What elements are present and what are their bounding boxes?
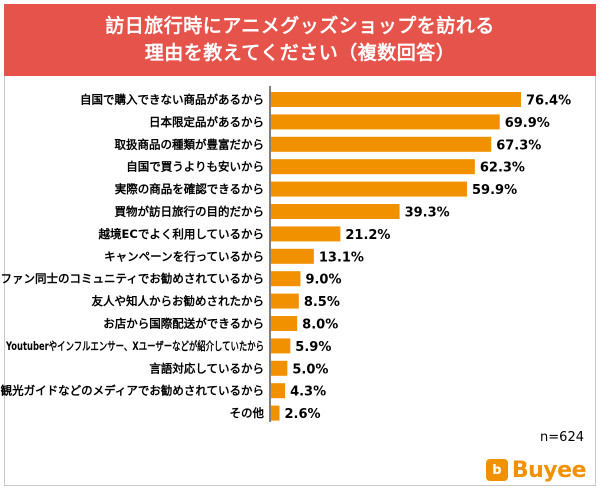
sample-size-label: n=624 — [540, 430, 584, 445]
category-label-4: 実際の商品を確認できるから — [115, 182, 264, 196]
bar-13 — [271, 383, 286, 399]
category-label-9: 友人や知人からお勧めされたから — [92, 294, 265, 308]
category-label-10: お店から国際配送ができるから — [103, 317, 264, 331]
category-label-12: 言語対応しているから — [149, 361, 264, 375]
value-label-6: 21.2% — [345, 228, 390, 243]
buyee-logo-icon: b — [485, 459, 508, 481]
value-label-8: 9.0% — [305, 273, 341, 288]
bar-9 — [271, 293, 299, 309]
bar-12 — [271, 360, 288, 376]
buyee-logo: b Buyee — [485, 456, 587, 484]
value-label-11: 5.9% — [295, 340, 331, 355]
bar-7 — [271, 248, 314, 264]
bar-4 — [271, 181, 468, 197]
category-label-3: 自国で買うよりも安いから — [126, 160, 264, 174]
value-label-1: 69.9% — [505, 116, 550, 131]
category-label-2: 取扱商品の種類が豊富だから — [115, 137, 265, 151]
bar-8 — [271, 271, 301, 287]
value-label-2: 67.3% — [496, 138, 541, 153]
category-label-7: キャンペーンを行っているから — [104, 249, 264, 263]
buyee-logo-text: Buyee — [511, 457, 587, 483]
bar-1 — [271, 114, 500, 130]
bar-2 — [271, 136, 492, 152]
category-label-8: ファン同士のコミュニティでお勧めされているから — [1, 272, 264, 286]
title-banner: 訪日旅行時にアニメグッズショップを訪れる 理由を教えてください（複数回答） — [4, 4, 596, 76]
chart-title-line-1: 訪日旅行時にアニメグッズショップを訪れる — [105, 15, 495, 37]
category-label-14: その他 — [230, 406, 265, 420]
category-label-11: Youtuberやインフルエンサー、Xユーザーなどが紹介していたから — [5, 339, 264, 353]
value-label-14: 2.6% — [285, 407, 321, 422]
category-label-6: 越境ECでよく利用しているから — [98, 227, 264, 241]
value-label-9: 8.5% — [304, 295, 340, 310]
category-label-13: 観光ガイドなどのメディアでお勧めされているから — [1, 384, 264, 398]
value-label-0: 76.4% — [526, 94, 571, 109]
value-label-5: 39.3% — [405, 206, 450, 221]
value-label-4: 59.9% — [472, 183, 517, 198]
value-label-13: 4.3% — [290, 385, 326, 400]
bar-3 — [271, 159, 475, 175]
bar-5 — [271, 204, 400, 219]
chart-frame — [4, 4, 596, 486]
value-label-7: 13.1% — [319, 250, 364, 265]
category-label-0: 自国で購入できない商品があるから — [80, 93, 264, 107]
value-label-3: 62.3% — [480, 161, 525, 176]
value-label-12: 5.0% — [292, 362, 328, 377]
bar-11 — [271, 338, 291, 354]
bar-10 — [271, 316, 298, 331]
chart-title-line-2: 理由を教えてください（複数回答） — [144, 42, 456, 64]
bar-14 — [271, 405, 280, 421]
category-label-1: 日本限定品があるから — [149, 115, 264, 129]
bar-6 — [271, 226, 341, 242]
category-label-5: 買物が訪日旅行の目的だから — [115, 205, 265, 219]
value-label-10: 8.0% — [302, 318, 338, 333]
bar-0 — [271, 92, 521, 107]
